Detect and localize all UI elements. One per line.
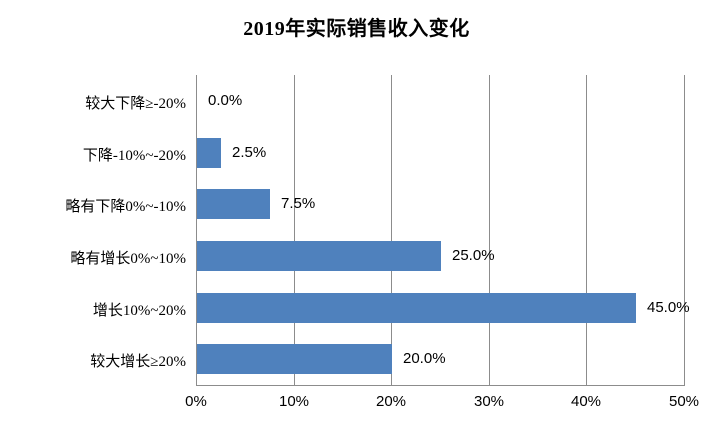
gridline bbox=[489, 75, 490, 385]
plot-area bbox=[196, 75, 685, 385]
bar bbox=[197, 138, 221, 168]
data-label: 2.5% bbox=[232, 144, 267, 161]
bar bbox=[197, 241, 441, 271]
gridline bbox=[684, 75, 685, 385]
data-label: 25.0% bbox=[452, 247, 495, 264]
x-axis-tick-label: 20% bbox=[375, 393, 407, 410]
data-label: 7.5% bbox=[281, 195, 316, 212]
gridline bbox=[586, 75, 587, 385]
x-axis-tick-label: 30% bbox=[473, 393, 505, 410]
chart-title: 2019年实际销售收入变化 bbox=[243, 18, 470, 40]
gridline bbox=[196, 75, 197, 385]
x-axis-tick-label: 10% bbox=[278, 393, 310, 410]
category-label: 较大下降≥-20% bbox=[85, 96, 186, 112]
data-label: 45.0% bbox=[647, 299, 690, 316]
gridline bbox=[391, 75, 392, 385]
x-axis-tick-label: 50% bbox=[668, 393, 700, 410]
x-axis-tick-label: 0% bbox=[185, 393, 207, 410]
bar bbox=[197, 293, 636, 323]
category-label: 增长10%~20% bbox=[92, 303, 186, 319]
x-axis-tick-label: 40% bbox=[570, 393, 602, 410]
gridline bbox=[294, 75, 295, 385]
bar bbox=[197, 344, 392, 374]
x-axis-line bbox=[196, 385, 685, 386]
category-label: 略有下降0%~-10% bbox=[65, 199, 186, 215]
data-label: 20.0% bbox=[403, 350, 446, 367]
category-label: 下降-10%~-20% bbox=[82, 148, 186, 164]
bar bbox=[197, 189, 270, 219]
category-label: 略有增长0%~10% bbox=[70, 251, 186, 267]
category-label: 较大增长≥20% bbox=[90, 354, 186, 370]
data-label: 0.0% bbox=[208, 92, 243, 109]
